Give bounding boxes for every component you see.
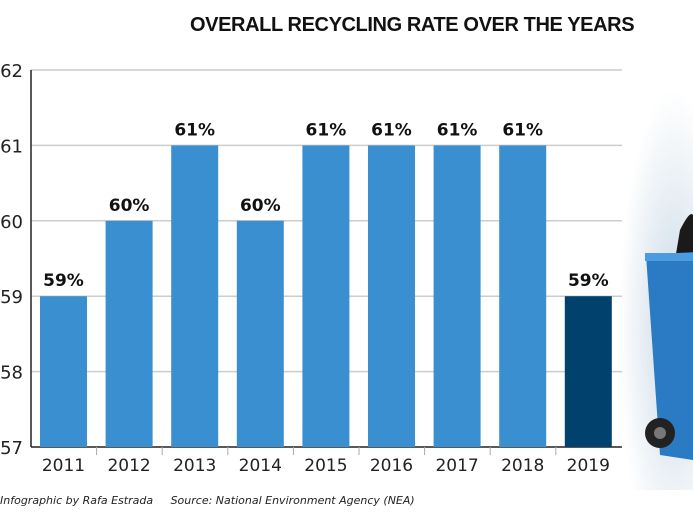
x-tick-label: 2015 [304, 456, 347, 476]
x-tick-label: 2014 [239, 456, 282, 476]
x-tick-label: 2019 [567, 456, 610, 476]
x-tick-label: 2018 [501, 456, 544, 476]
y-tick-label: 61 [0, 136, 23, 157]
bar-2013 [171, 145, 219, 447]
data-label: 61% [371, 120, 412, 140]
y-tick-label: 58 [0, 363, 23, 384]
data-label: 59% [43, 271, 84, 291]
recycling-bin-illustration [645, 214, 693, 460]
chart-title: OVERALL RECYCLING RATE OVER THE YEARS [190, 14, 635, 36]
data-label: 60% [240, 196, 281, 216]
data-label: 61% [437, 120, 478, 140]
y-tick-label: 57 [0, 438, 23, 459]
x-tick-label: 2016 [370, 456, 413, 476]
bar-2011 [40, 296, 87, 447]
bar-2012 [105, 220, 153, 447]
x-tick-label: 2017 [435, 456, 478, 476]
data-label: 61% [502, 120, 543, 140]
bar-2016 [368, 145, 415, 447]
y-tick-label: 60 [0, 212, 23, 233]
x-tick-label: 2011 [42, 456, 85, 476]
bar-2014 [236, 220, 284, 447]
data-label: 60% [109, 196, 150, 216]
credit: Infographic by Rafa Estrada [0, 494, 154, 507]
data-label: 61% [306, 120, 347, 140]
bar-2017 [433, 145, 481, 447]
bar-2015 [302, 145, 350, 447]
data-label: 59% [568, 271, 609, 291]
source: Source: National Environment Agency (NEA… [170, 494, 415, 507]
bar-2018 [499, 145, 547, 447]
y-tick-label: 59 [0, 287, 23, 308]
x-tick-label: 2012 [107, 456, 150, 476]
credit-line: Infographic by Rafa Estrada Source: Nati… [0, 494, 415, 507]
y-tick-label: 62 [0, 61, 23, 82]
bar-2019 [564, 296, 612, 447]
x-tick-label: 2013 [173, 456, 216, 476]
data-label: 61% [174, 120, 215, 140]
